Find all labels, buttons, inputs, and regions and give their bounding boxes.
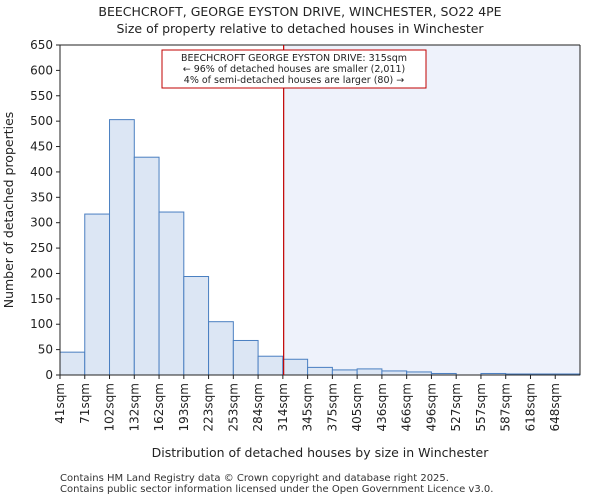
- y-tick-label: 0: [45, 368, 53, 382]
- y-tick-label: 600: [30, 63, 53, 77]
- y-tick-label: 100: [30, 317, 53, 331]
- bar-223sqm: [208, 321, 234, 376]
- footer-copyright: Contains HM Land Registry data © Crown c…: [60, 473, 449, 484]
- y-tick-label: 200: [30, 266, 53, 280]
- x-tick-label: 618sqm: [523, 383, 537, 431]
- x-axis-label: Distribution of detached houses by size …: [152, 445, 490, 460]
- y-tick-label: 150: [30, 292, 53, 306]
- x-tick-label: 436sqm: [375, 383, 389, 431]
- annotation-line: 4% of semi-detached houses are larger (8…: [184, 75, 404, 86]
- x-tick-label: 466sqm: [400, 383, 414, 431]
- x-tick-label: 345sqm: [301, 383, 315, 431]
- chart-subtitle: Size of property relative to detached ho…: [116, 21, 484, 36]
- bar-405sqm: [356, 368, 383, 376]
- bar-345sqm: [307, 366, 333, 376]
- bar-284sqm: [257, 355, 284, 376]
- chart-title: BEECHCROFT, GEORGE EYSTON DRIVE, WINCHES…: [98, 4, 502, 19]
- bar-436sqm: [381, 370, 408, 376]
- bar-314sqm: [282, 358, 309, 376]
- annotation-line: BEECHCROFT GEORGE EYSTON DRIVE: 315sqm: [181, 53, 407, 64]
- bar-193sqm: [183, 276, 210, 376]
- y-tick-label: 350: [30, 190, 53, 204]
- annotation-box: [161, 49, 427, 89]
- x-tick-label: 527sqm: [449, 383, 463, 431]
- y-axis-label: Number of detached properties: [1, 112, 16, 309]
- y-tick-label: 550: [30, 89, 53, 103]
- x-tick-label: 557sqm: [474, 383, 488, 431]
- x-tick-label: 405sqm: [350, 383, 364, 431]
- x-tick-label: 132sqm: [127, 383, 141, 431]
- bar-41sqm: [59, 351, 86, 376]
- bar-253sqm: [232, 339, 259, 376]
- x-tick-label: 102sqm: [103, 383, 117, 431]
- x-tick-label: 223sqm: [202, 383, 216, 431]
- x-tick-label: 193sqm: [177, 383, 191, 431]
- x-tick-label: 162sqm: [152, 383, 166, 431]
- annotation-line: ← 96% of detached houses are smaller (2,…: [183, 64, 406, 75]
- x-tick-label: 314sqm: [276, 383, 290, 431]
- y-tick-label: 450: [30, 140, 53, 154]
- y-tick-label: 400: [30, 165, 53, 179]
- y-tick-label: 50: [38, 343, 53, 357]
- bar-375sqm: [331, 369, 358, 376]
- bar-132sqm: [133, 156, 160, 376]
- x-tick-label: 587sqm: [499, 383, 513, 431]
- footer-licence: Contains public sector information licen…: [60, 484, 494, 495]
- x-tick-label: 284sqm: [251, 383, 265, 431]
- x-tick-label: 375sqm: [325, 383, 339, 431]
- y-tick-label: 650: [30, 38, 53, 52]
- x-tick-label: 253sqm: [226, 383, 240, 431]
- x-tick-label: 71sqm: [78, 383, 92, 424]
- bar-102sqm: [109, 119, 135, 376]
- highlight-region: [283, 45, 580, 375]
- bar-162sqm: [158, 211, 185, 376]
- y-tick-label: 300: [30, 216, 53, 230]
- y-tick-label: 500: [30, 114, 53, 128]
- x-tick-label: 41sqm: [53, 383, 67, 424]
- x-tick-label: 496sqm: [424, 383, 438, 431]
- x-tick-label: 648sqm: [548, 383, 562, 431]
- y-tick-label: 250: [30, 241, 53, 255]
- bar-71sqm: [84, 213, 111, 376]
